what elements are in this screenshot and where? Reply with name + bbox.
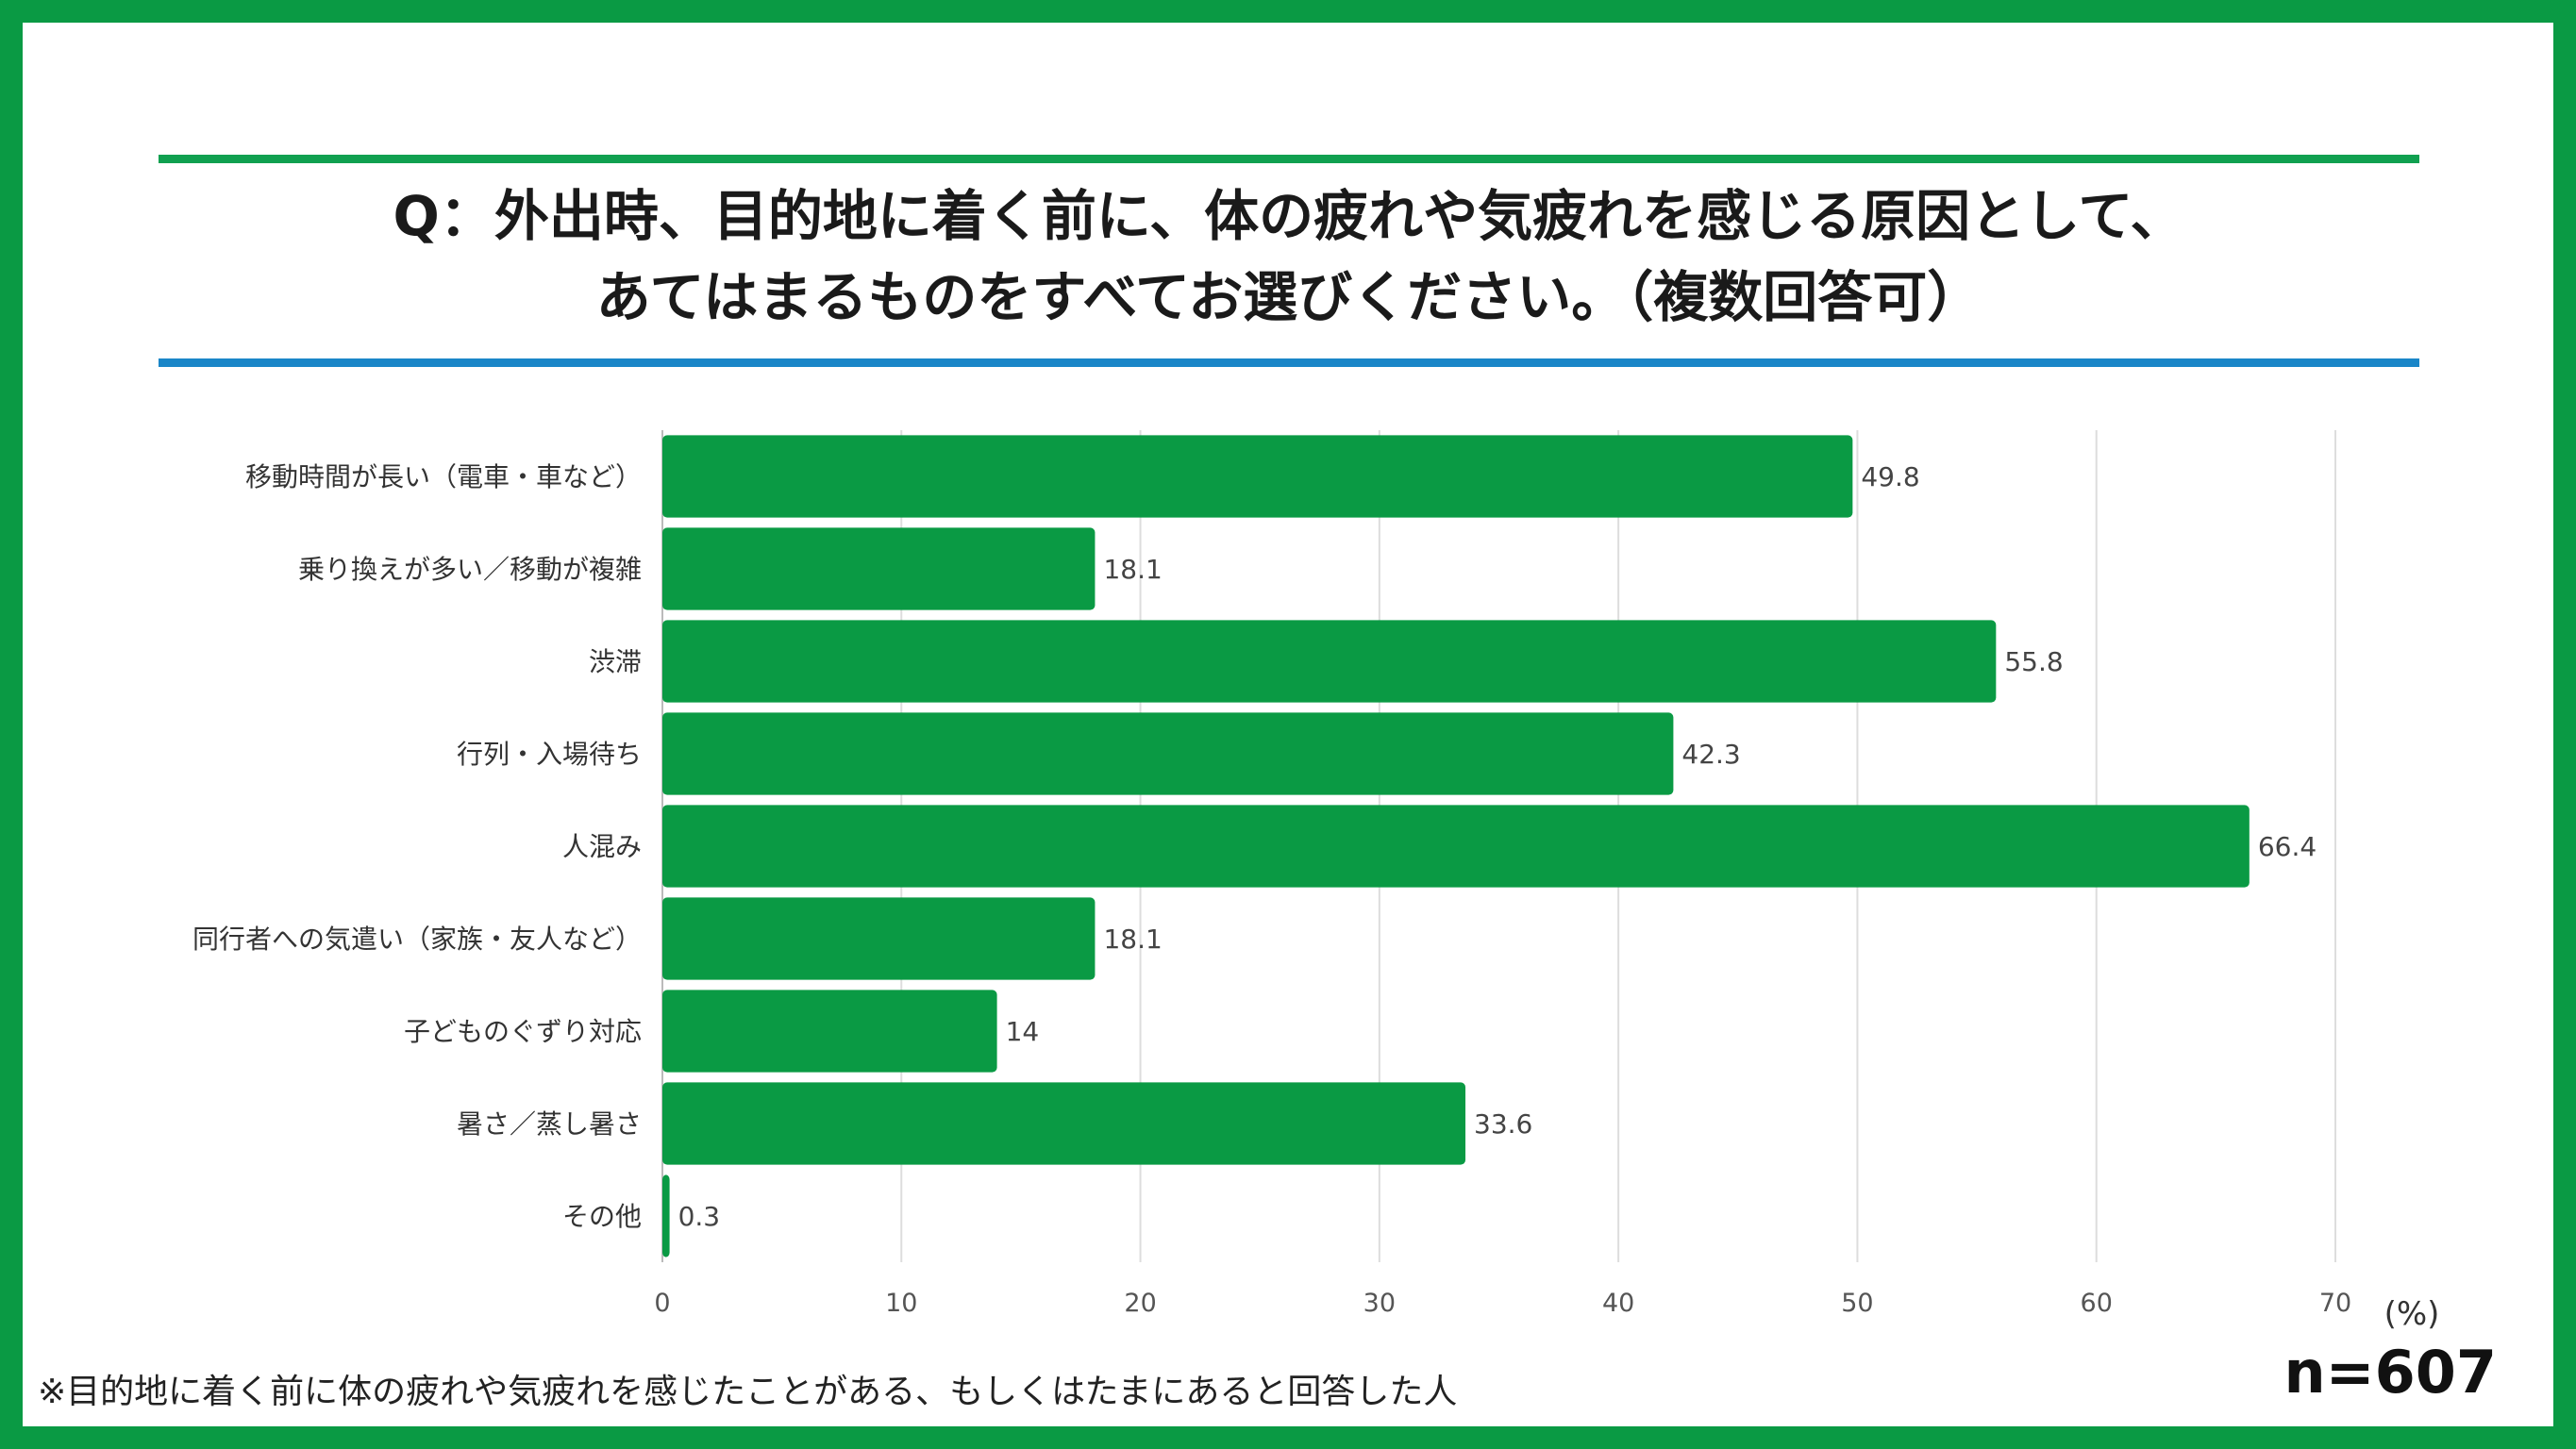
- category-label: 移動時間が長い（電車・車など）: [245, 461, 642, 492]
- bar: [662, 620, 1997, 703]
- bar-value-label: 18.1: [1103, 924, 1162, 955]
- bar: [662, 805, 2250, 888]
- x-tick-label: 0: [654, 1289, 670, 1318]
- x-tick-label: 50: [1841, 1289, 1873, 1318]
- respondent-footnote: ※目的地に着く前に体の疲れや気疲れを感じたことがある、もしくはたまにあると回答し…: [38, 1373, 1458, 1411]
- question-title: Q：外出時、目的地に着く前に、体の疲れや気疲れを感じる原因として、 あてはまるも…: [159, 175, 2419, 338]
- category-label: 子どものぐずり対応: [404, 1016, 642, 1047]
- bar-value-label: 33.6: [1474, 1108, 1532, 1140]
- bar: [662, 897, 1096, 980]
- category-label: 渋滞: [589, 646, 642, 677]
- x-tick-label: 40: [1602, 1289, 1634, 1318]
- bar-value-label: 18.1: [1103, 554, 1162, 585]
- category-label: その他: [562, 1201, 642, 1232]
- title-bottom-rule: [159, 358, 2419, 367]
- bar-value-label: 66.4: [2258, 831, 2317, 862]
- bar: [662, 527, 1096, 610]
- bar-value-label: 42.3: [1681, 739, 1740, 770]
- category-label: 人混み: [562, 831, 642, 862]
- bar: [662, 990, 997, 1073]
- bar-value-label: 14: [1006, 1016, 1040, 1047]
- sample-size: n=607: [2283, 1338, 2497, 1407]
- x-tick-label: 20: [1124, 1289, 1156, 1318]
- category-label: 暑さ／蒸し暑さ: [457, 1108, 642, 1140]
- x-tick-label: 60: [2081, 1289, 2113, 1318]
- question-title-line-2: あてはまるものをすべてお選びください。（複数回答可）: [595, 265, 1982, 329]
- category-label: 同行者への気遣い（家族・友人など）: [192, 924, 642, 955]
- bar: [662, 712, 1674, 795]
- category-label: 乗り換えが多い／移動が複雑: [298, 554, 642, 585]
- category-label: 行列・入場待ち: [457, 739, 642, 770]
- bar: [662, 1082, 1466, 1165]
- bar: [662, 1174, 670, 1257]
- bar-value-label: 55.8: [2004, 646, 2063, 677]
- bar: [662, 435, 1853, 518]
- bar-value-label: 49.8: [1861, 461, 1919, 492]
- x-tick-label: 70: [2319, 1289, 2351, 1318]
- bar-value-label: 0.3: [678, 1201, 721, 1232]
- x-tick-label: 30: [1363, 1289, 1396, 1318]
- x-axis-unit-label: (%): [2384, 1295, 2440, 1333]
- question-title-line-1: Q：外出時、目的地に着く前に、体の疲れや気疲れを感じる原因として、: [393, 184, 2185, 248]
- title-top-rule: [159, 155, 2419, 163]
- x-tick-label: 10: [885, 1289, 917, 1318]
